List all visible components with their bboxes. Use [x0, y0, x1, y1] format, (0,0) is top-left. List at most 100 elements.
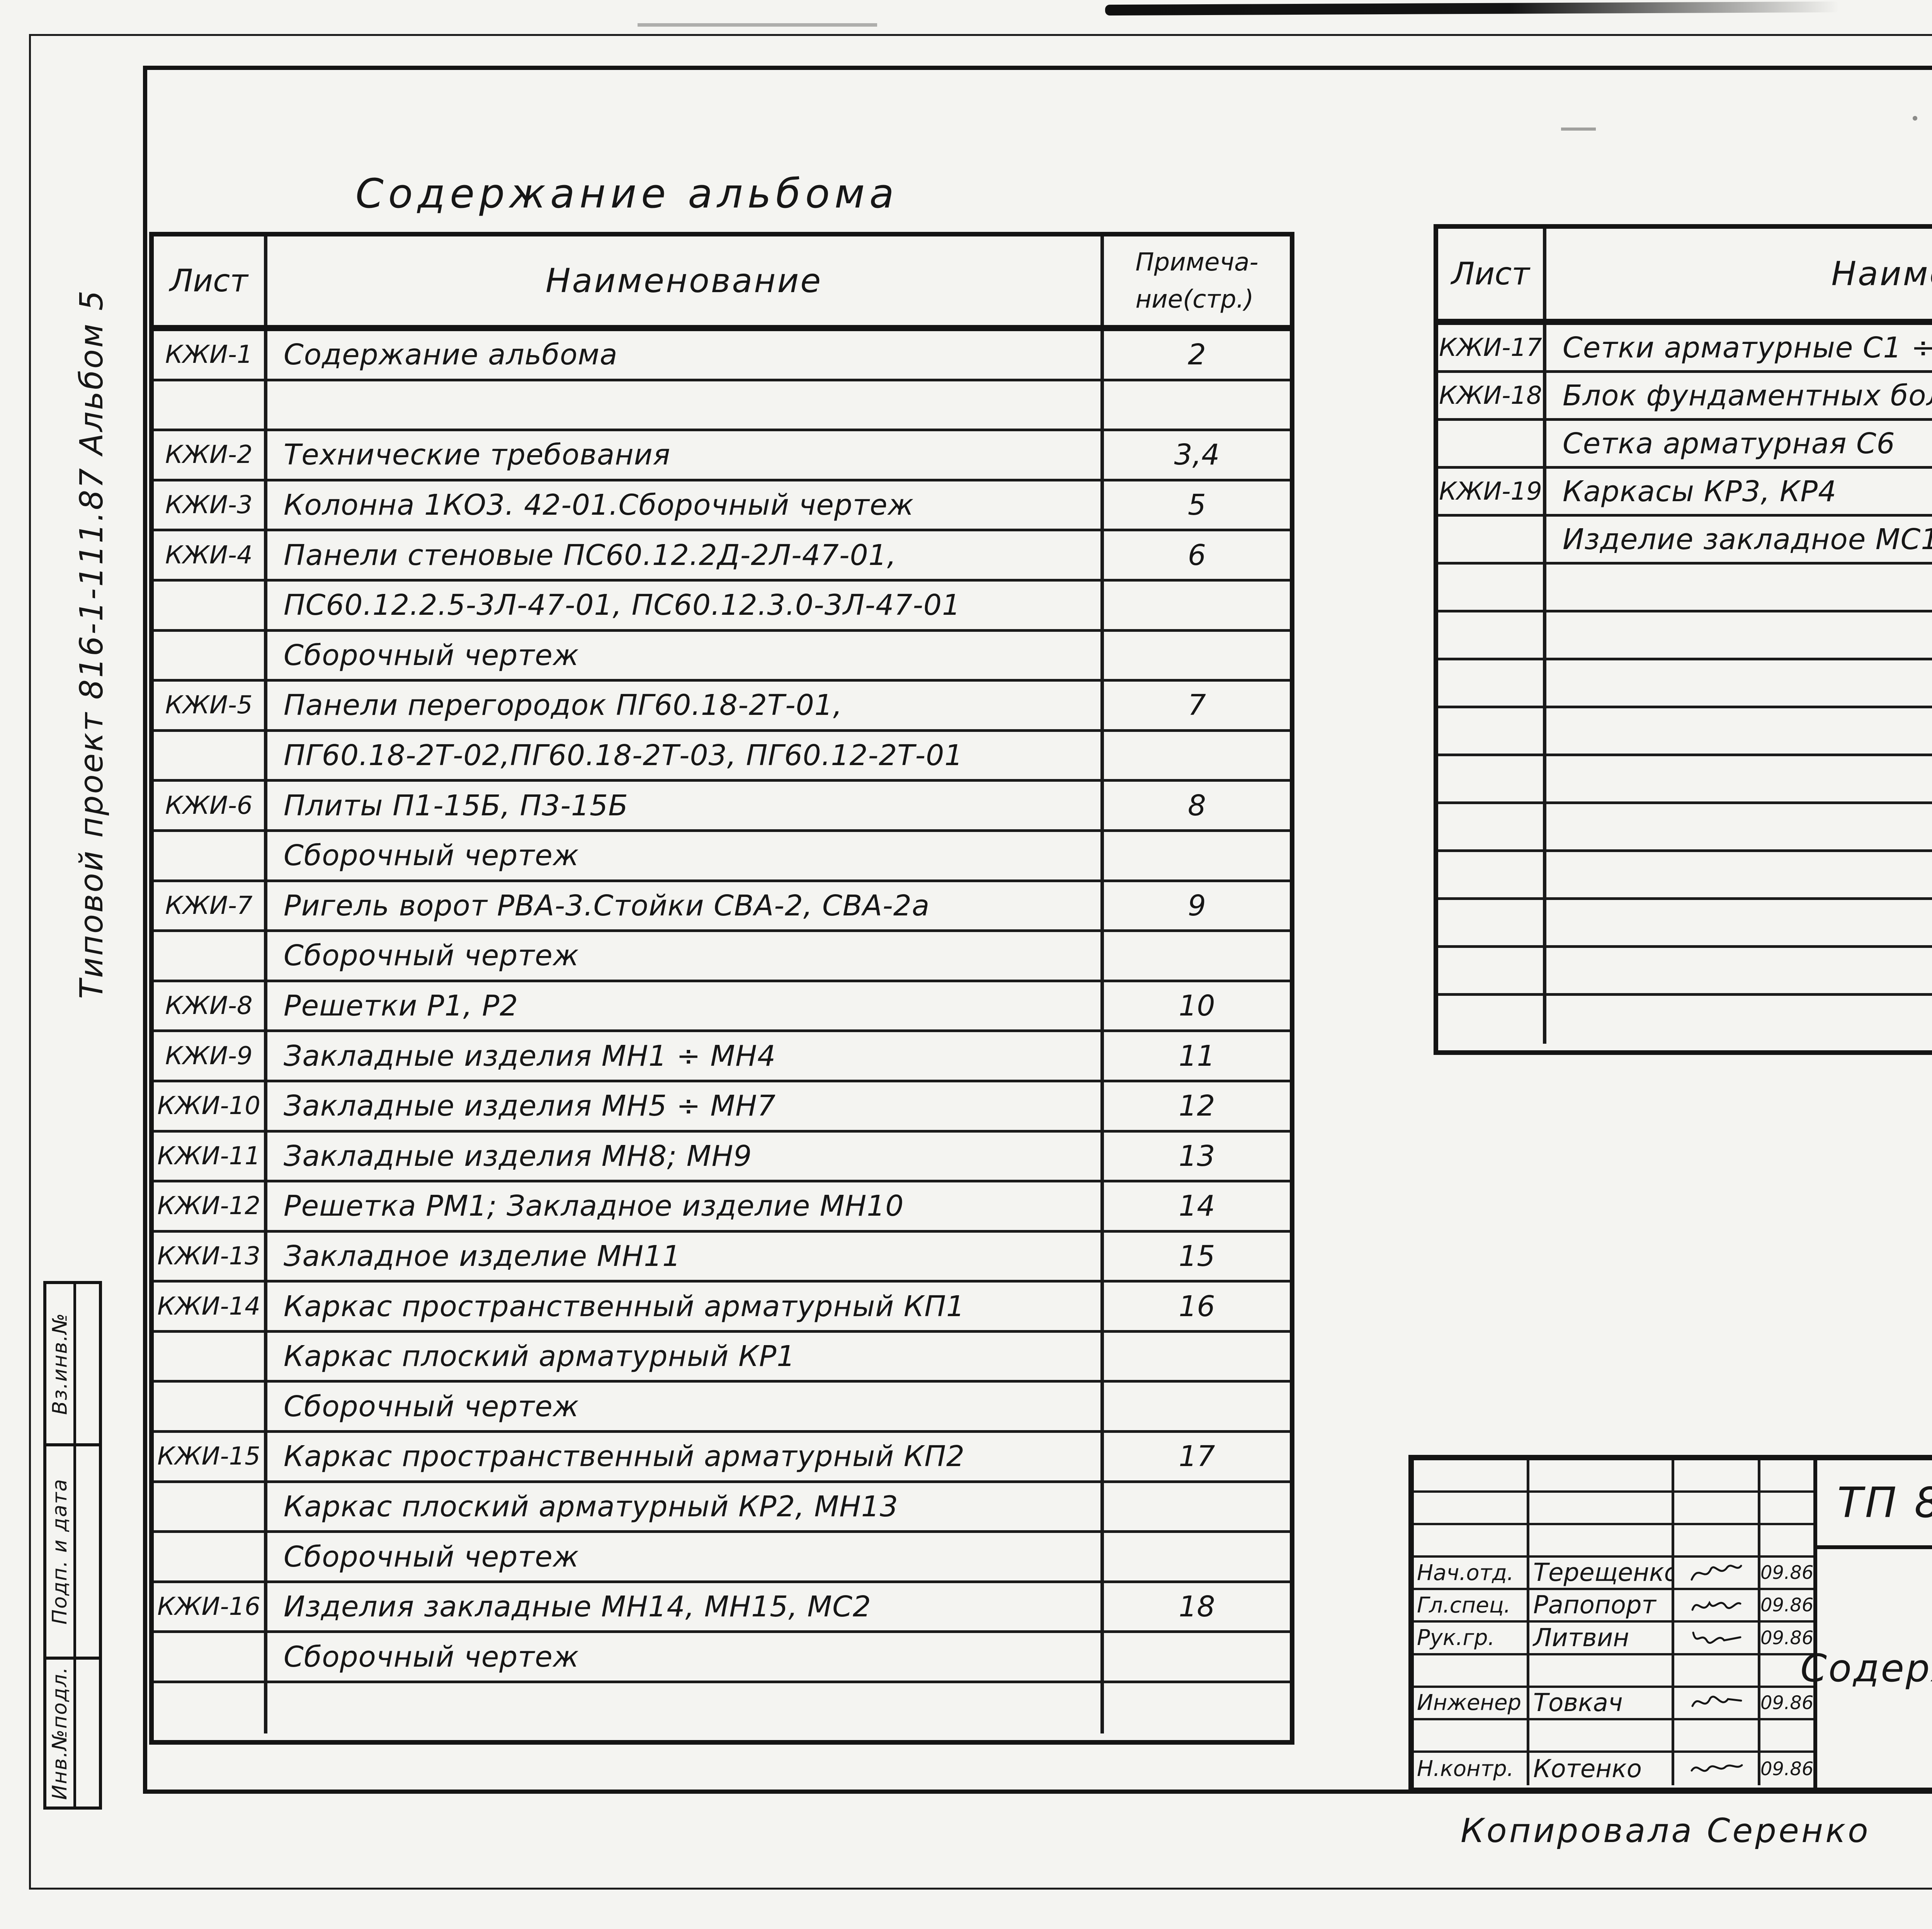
signature-row: Нач.отд. Терещенко 09.86 [1414, 1558, 1814, 1590]
signature-row [1414, 1655, 1814, 1688]
cell-name [1546, 708, 1932, 754]
table-row: ПС60.12.2.5-3Л-47-01, ПС60.12.3.0-3Л-47-… [154, 581, 1290, 632]
cell-name: Изделие закладное МС1 [1546, 517, 1932, 562]
stamp-divider [73, 1446, 76, 1657]
cell-name: Каркас пространственный арматурный КП2 [267, 1433, 1104, 1480]
table-row: Сборочный чертеж [154, 1383, 1290, 1433]
header-name: Наименование [1546, 229, 1932, 319]
table-row: КЖИ-16 Изделия закладные МН14, МН15, МС2… [154, 1583, 1290, 1633]
scan-streak-artifact [638, 23, 877, 27]
cell-sheet-number: КЖИ-6 [154, 782, 267, 829]
cell-name: Сборочный чертеж [267, 1633, 1104, 1681]
stamp-label: Инв.№подл. [48, 1666, 71, 1800]
cell-note [1104, 832, 1290, 879]
table-row: КЖИ-13 Закладное изделие МН11 15 [154, 1232, 1290, 1283]
sig-signature [1674, 1493, 1760, 1523]
header-sheet: Лист [1438, 229, 1546, 319]
sig-date: 09.86 [1760, 1594, 1814, 1616]
sig-date [1760, 1525, 1813, 1555]
table-row [1438, 756, 1932, 804]
signature-row [1414, 1720, 1814, 1753]
table-row: КЖИ-19 Каркасы КР3, КР4 21 [1438, 469, 1932, 517]
cell-sheet-number: КЖИ-2 [154, 431, 267, 479]
cell-note: 18 [1179, 1590, 1215, 1624]
cell-sheet-number: КЖИ-11 [154, 1132, 267, 1180]
sig-signature [1674, 1590, 1760, 1621]
signature-row [1414, 1493, 1814, 1526]
cell-note: 13 [1179, 1139, 1215, 1173]
cell-sheet-number [154, 1533, 267, 1580]
table-row: КЖИ-10 Закладные изделия МН5 ÷ МН7 12 [154, 1082, 1290, 1133]
table-row [1438, 708, 1932, 756]
signature-row: Рук.гр. Литвин 09.86 [1414, 1623, 1814, 1655]
cell-name [1546, 996, 1932, 1044]
cell-sheet-number: КЖИ-4 [154, 531, 267, 579]
sig-role [1414, 1655, 1529, 1686]
sig-signature [1674, 1623, 1760, 1653]
table-row: Каркас плоский арматурный КР1 [154, 1332, 1290, 1383]
cell-sheet-number [154, 731, 267, 779]
stamp-cell: Вз.инв.№ [46, 1284, 99, 1446]
sig-date [1760, 1493, 1813, 1523]
cell-sheet-number [154, 832, 267, 879]
table-header-row: Лист Наименование Примеча- ние,(стр.) [1438, 229, 1932, 325]
cell-sheet-number [1438, 804, 1546, 849]
header-sheet: Лист [154, 236, 267, 325]
sig-name: Котенко [1529, 1752, 1674, 1785]
title-block: Нач.отд. Терещенко 09.86 Гл.спец. Рапопо… [1408, 1455, 1932, 1793]
cell-name: Закладное изделие МН11 [267, 1232, 1104, 1280]
table-row: Изделие закладное МС1 [1438, 517, 1932, 565]
table-header-row: Лист Наименование Примеча- ние(стр.) [154, 236, 1290, 331]
table-body: КЖИ-1 Содержание альбома 2 КЖИ-2 Техниче… [154, 331, 1290, 1733]
table-row: КЖИ-3 Колонна 1КО3. 42-01.Сборочный черт… [154, 481, 1290, 532]
table-body: КЖИ-17 Сетки арматурные С1 ÷ С5 19 КЖИ-1… [1438, 325, 1932, 1044]
cell-sheet-number [1438, 708, 1546, 754]
table-row: Сборочный чертеж [154, 1533, 1290, 1583]
cell-sheet-number: КЖИ-16 [154, 1583, 267, 1631]
cell-note: 5 [1187, 488, 1206, 522]
cell-note [1104, 632, 1290, 679]
sheet-outer-border [29, 34, 1932, 1890]
cell-name: Каркас плоский арматурный КР2, МН13 [267, 1483, 1104, 1531]
table-row: КЖИ-12 Решетка РМ1; Закладное изделие МН… [154, 1182, 1290, 1233]
cell-sheet-number: КЖИ-15 [154, 1433, 267, 1480]
cell-sheet-number [1438, 517, 1546, 562]
table-row: КЖИ-14 Каркас пространственный арматурны… [154, 1283, 1290, 1333]
cell-note: 10 [1179, 989, 1215, 1023]
table-row: КЖИ-9 Закладные изделия МН1 ÷ МН4 11 [154, 1032, 1290, 1082]
cell-note: 7 [1187, 689, 1206, 722]
cell-name: Каркас плоский арматурный КР1 [267, 1332, 1104, 1380]
cell-sheet-number: КЖИ-19 [1438, 469, 1546, 514]
cell-name: Технические требования [267, 431, 1104, 479]
cell-name: Закладные изделия МН8; МН9 [267, 1132, 1104, 1180]
signature-scribble [1690, 1565, 1742, 1581]
table-row: Каркас плоский арматурный КР2, МН13 [154, 1483, 1290, 1533]
continuation-table: Лист Наименование Примеча- ние,(стр.) КЖ… [1434, 224, 1932, 1055]
cell-sheet-number: КЖИ-5 [154, 682, 267, 729]
sig-name [1529, 1493, 1674, 1523]
cell-name: Изделия закладные МН14, МН15, МС2 [267, 1583, 1104, 1631]
document-title: Содержание альбома [1800, 1646, 1932, 1691]
cell-name: Сборочный чертеж [267, 1383, 1104, 1431]
cell-sheet-number: КЖИ-13 [154, 1232, 267, 1280]
cell-name: Закладные изделия МН5 ÷ МН7 [267, 1082, 1104, 1130]
title-block-center: ТП 816-1-111.87 Содержание альбома [1800, 1460, 1932, 1788]
cell-sheet-number [154, 932, 267, 980]
cell-sheet-number: КЖИ-1 [154, 331, 267, 379]
signature-row: Инженер Товкач 09.86 [1414, 1687, 1814, 1720]
stamp-divider [73, 1284, 76, 1443]
table-row: КЖИ-1 Содержание альбома 2 [154, 331, 1290, 381]
sig-role: Нач.отд. [1414, 1558, 1529, 1588]
sig-name [1529, 1655, 1674, 1686]
table-row: КЖИ-4 Панели стеновые ПС60.12.2Д-2Л-47-0… [154, 531, 1290, 582]
cell-name: Колонна 1КО3. 42-01.Сборочный чертеж [267, 481, 1104, 529]
project-code: ТП 816-1-111.87 [1817, 1460, 1932, 1549]
cell-note [1104, 932, 1290, 980]
cell-name [1546, 612, 1932, 658]
table-row [1438, 900, 1932, 948]
cell-sheet-number: КЖИ-10 [154, 1082, 267, 1130]
cell-sheet-number: КЖИ-8 [154, 982, 267, 1030]
cell-sheet-number [1438, 421, 1546, 466]
cell-name: ПС60.12.2.5-3Л-47-01, ПС60.12.3.0-3Л-47-… [267, 581, 1104, 629]
